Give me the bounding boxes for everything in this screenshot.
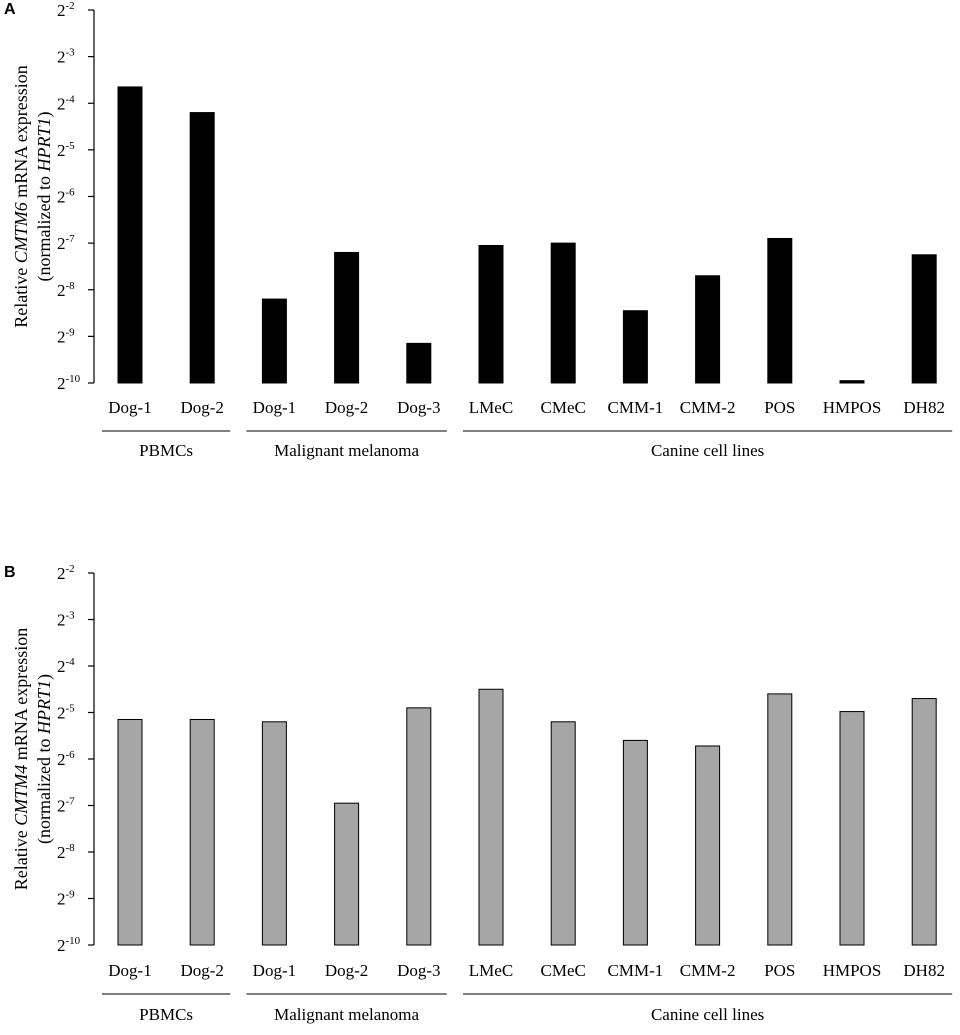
y-tick-label: 2-10	[57, 935, 81, 955]
category-label: CMeC	[541, 961, 586, 980]
group-label: Malignant melanoma	[274, 1005, 419, 1024]
y-tick-label: 2-8	[57, 280, 75, 300]
y-tick-label: 2-3	[57, 610, 75, 630]
category-label: HMPOS	[823, 961, 882, 980]
category-label: DH82	[903, 398, 945, 417]
bar-hmpos	[839, 380, 865, 384]
y-axis-subtitle: (normalized to HPRT1)	[34, 674, 55, 844]
y-tick-label: 2-3	[57, 47, 75, 67]
y-tick-label: 2-6	[57, 187, 75, 207]
category-label: HMPOS	[823, 398, 882, 417]
group-label: Canine cell lines	[651, 1005, 764, 1024]
category-label: Dog-3	[397, 398, 440, 417]
bar-dog-1	[117, 718, 143, 946]
category-label: Dog-2	[325, 398, 368, 417]
category-label: CMM-1	[608, 961, 664, 980]
bar-pos	[767, 693, 793, 946]
category-label: LMeC	[469, 961, 513, 980]
bar-pos	[767, 237, 793, 384]
y-tick-label: 2-5	[57, 140, 75, 160]
bar-dog-2	[189, 112, 215, 384]
bar-dog-2	[334, 802, 360, 946]
bar-dog-3	[406, 342, 432, 384]
category-label: Dog-2	[180, 961, 223, 980]
category-label: LMeC	[469, 398, 513, 417]
bar-cmec	[550, 721, 576, 946]
y-tick-label: 2-6	[57, 749, 75, 769]
category-label: CMM-2	[680, 961, 736, 980]
panel-a: A 2-2 2-3 2-4 2-5 2-6 2-7 2-8 2-9 2-10 Relative CM…	[4, 0, 953, 460]
group-label: Malignant melanoma	[274, 441, 419, 460]
bar-lmec	[478, 244, 504, 384]
category-label: Dog-1	[253, 398, 296, 417]
y-tick-label: 2-4	[57, 656, 75, 676]
y-tick-label: 2-10	[57, 373, 81, 393]
bar-dog-1	[117, 86, 143, 384]
category-label: CMeC	[541, 398, 586, 417]
category-label: POS	[764, 961, 795, 980]
y-axis-title: Relative CMTM6 mRNA expression	[11, 65, 31, 328]
bar-dh82	[911, 698, 937, 946]
bar-cmm-2	[695, 745, 721, 946]
panel-label: A	[4, 1, 16, 18]
bar-cmm-1	[622, 310, 648, 384]
category-label: Dog-2	[325, 961, 368, 980]
y-axis-subtitle: (normalized to HPRT1)	[34, 112, 55, 282]
category-label: DH82	[903, 961, 945, 980]
panel-label: B	[4, 564, 16, 581]
bar-dog-2	[334, 251, 360, 384]
category-label: Dog-1	[108, 961, 151, 980]
bar-hmpos	[839, 711, 865, 946]
panel-b: B 2-2 2-3 2-4 2-5 2-6 2-7 2-8 2-9 2-10 Relative CM…	[4, 563, 953, 1024]
bar-cmm-2	[695, 275, 721, 384]
y-tick-label: 2-4	[57, 93, 75, 113]
y-tick-label: 2-7	[57, 233, 75, 253]
bar-dh82	[911, 254, 937, 384]
bar-cmm-1	[622, 739, 648, 946]
group-label: Canine cell lines	[651, 441, 764, 460]
group-label: PBMCs	[139, 1005, 193, 1024]
bar-dog-1	[261, 298, 287, 384]
category-label: Dog-1	[108, 398, 151, 417]
category-label: Dog-1	[253, 961, 296, 980]
y-tick-label: 2-9	[57, 326, 75, 346]
bar-lmec	[478, 688, 504, 946]
category-label: Dog-2	[180, 398, 223, 417]
category-label: POS	[764, 398, 795, 417]
y-tick-label: 2-7	[57, 796, 75, 816]
bar-dog-3	[406, 707, 432, 946]
bar-dog-1	[261, 721, 287, 946]
bar-dog-2	[189, 718, 215, 946]
y-tick-label: 2-2	[57, 563, 75, 583]
category-label: CMM-1	[608, 398, 664, 417]
y-tick-label: 2-2	[57, 0, 75, 20]
y-tick-label: 2-5	[57, 703, 75, 723]
category-label: Dog-3	[397, 961, 440, 980]
group-label: PBMCs	[139, 441, 193, 460]
category-label: CMM-2	[680, 398, 736, 417]
y-axis-title: Relative CMTM4 mRNA expression	[11, 628, 31, 891]
y-tick-label: 2-8	[57, 842, 75, 862]
bar-cmec	[550, 242, 576, 384]
y-tick-label: 2-9	[57, 889, 75, 909]
